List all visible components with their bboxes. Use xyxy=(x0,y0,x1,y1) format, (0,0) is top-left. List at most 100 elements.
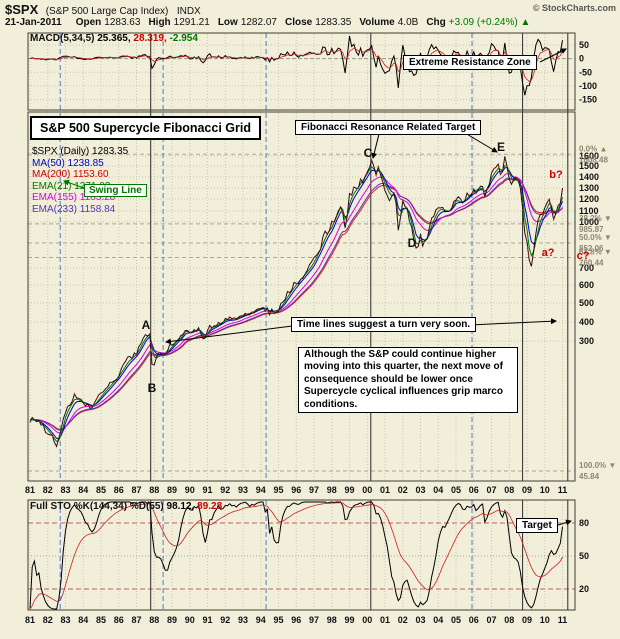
x-axis-year: 97 xyxy=(309,485,319,495)
x-axis-year: 08 xyxy=(504,615,514,625)
legend-item-1: MA(50) 1238.85 xyxy=(32,157,104,169)
x-axis-year: 03 xyxy=(415,485,425,495)
x-axis-year: 11 xyxy=(558,615,568,625)
quote-value: 1282.07 xyxy=(240,17,277,28)
y-axis-tick: 1400 xyxy=(579,172,599,182)
x-axis-year: 98 xyxy=(327,485,337,495)
legend-item-0: $SPX (Daily) 1283.35 xyxy=(32,146,129,157)
y-axis-tick: 500 xyxy=(579,298,594,308)
quote-values: Open 1283.63 High 1291.21 Low 1282.07 Close 128… xyxy=(68,17,531,28)
header-line2: 21-Jan-2011 Open 1283.63 High 1291.21 Low 1282… xyxy=(5,17,530,28)
x-axis-year: 09 xyxy=(522,485,532,495)
y-axis-tick: 1300 xyxy=(579,183,599,193)
x-axis-year: 84 xyxy=(78,485,88,495)
x-axis-year: 93 xyxy=(238,615,248,625)
macd-axis-tick: 0 xyxy=(579,54,584,64)
x-axis-year: 81 xyxy=(25,485,35,495)
x-axis-year: 07 xyxy=(486,615,496,625)
fib-pct-label: 0.0% ▲ xyxy=(579,144,607,153)
wave-letter: D xyxy=(408,236,417,250)
x-axis-year: 82 xyxy=(43,615,53,625)
x-axis-year: 04 xyxy=(433,615,443,625)
time-lines-annotation: Time lines suggest a turn very soon. xyxy=(291,317,477,332)
x-axis-year: 96 xyxy=(291,485,301,495)
legend-item-4: EMA(155) 1183.28 xyxy=(32,192,116,203)
x-axis-year: 07 xyxy=(486,485,496,495)
x-axis-year: 08 xyxy=(504,485,514,495)
y-axis-tick: 1500 xyxy=(579,161,599,171)
x-axis-year: 96 xyxy=(291,615,301,625)
quote-label: Volume xyxy=(359,17,395,28)
y-axis-tick: 1200 xyxy=(579,194,599,204)
stoch-axis-tick: 20 xyxy=(579,584,589,594)
stoch-target-annotation: Target xyxy=(516,518,558,533)
x-axis-year: 87 xyxy=(131,485,141,495)
indicator-value: 25.365, xyxy=(94,33,131,44)
header-line1: $SPX (S&P 500 Large Cap Index) INDX xyxy=(5,1,201,19)
fib-pct-label: 100.0% ▼ xyxy=(579,461,616,470)
x-axis-year: 85 xyxy=(96,485,106,495)
x-axis-year: 88 xyxy=(149,485,159,495)
x-axis-year: 89 xyxy=(167,485,177,495)
price-down-candles xyxy=(29,156,564,449)
x-axis-year: 97 xyxy=(309,615,319,625)
x-axis-year: 04 xyxy=(433,485,443,495)
legend-item-2: MA(200) 1153.60 xyxy=(32,169,109,180)
x-axis-year: 82 xyxy=(43,485,53,495)
macd-panel-border xyxy=(27,32,576,111)
quote-label: Close xyxy=(284,17,313,28)
fib-value-label: 985.87 xyxy=(579,225,604,234)
quote-value: 1283.35 xyxy=(315,17,352,28)
indicator-value: 28.319, xyxy=(130,33,167,44)
x-axis-year: 10 xyxy=(540,485,550,495)
x-axis-year: 94 xyxy=(256,615,266,625)
x-axis-year: 01 xyxy=(380,485,390,495)
ma50-line xyxy=(29,166,563,440)
ema155-line xyxy=(29,172,563,434)
fib-pct-label: 50.0% ▼ xyxy=(579,233,612,242)
macd-axis-tick: -100 xyxy=(579,81,597,91)
quote-date: 21-Jan-2011 xyxy=(5,17,62,28)
chart-title-box: S&P 500 Supercycle Fibonacci Grid xyxy=(30,116,261,140)
x-axis-year: 83 xyxy=(60,615,70,625)
stoch-panel-series xyxy=(29,501,563,610)
x-axis-year: 91 xyxy=(202,485,212,495)
x-axis-year: 02 xyxy=(398,485,408,495)
stoch-d-line xyxy=(29,502,563,610)
stoch-label-text: Full STO %K(144,34) %D(55) xyxy=(30,501,164,512)
x-axis-year: 99 xyxy=(344,615,354,625)
swing-line-label: Swing Line xyxy=(84,184,147,197)
x-axis-year: 89 xyxy=(167,615,177,625)
x-axis-year: 94 xyxy=(256,485,266,495)
quote-label: Chg xyxy=(426,17,446,28)
macd-values: 25.365, 28.319, -2.954 xyxy=(94,33,198,44)
y-axis-tick: 400 xyxy=(579,317,594,327)
x-axis-year: 99 xyxy=(344,485,354,495)
y-axis-tick: 300 xyxy=(579,336,594,346)
fib-value-label: 1608.48 xyxy=(579,155,608,164)
symbol: $SPX xyxy=(5,2,39,17)
quote-value: 4.0B xyxy=(397,17,419,28)
copyright: © StockCharts.com xyxy=(532,3,616,13)
x-axis-year: 10 xyxy=(540,615,550,625)
x-axis-year: 00 xyxy=(362,615,372,625)
x-axis-year: 84 xyxy=(78,615,88,625)
quote-value: 1291.21 xyxy=(173,17,210,28)
stoch-axis-tick: 80 xyxy=(579,518,589,528)
quote-label: High xyxy=(148,17,171,28)
x-axis-year: 05 xyxy=(451,485,461,495)
fib-target-annotation: Fibonacci Resonance Related Target xyxy=(295,120,482,135)
x-axis-year: 09 xyxy=(522,615,532,625)
x-axis-year: 92 xyxy=(220,615,230,625)
x-axis-year: 90 xyxy=(185,485,195,495)
ma200-line xyxy=(29,178,563,430)
main-legend: $SPX (Daily) 1283.35 MA(50) 1238.85 MA(200… xyxy=(32,146,128,215)
wave-letter: b? xyxy=(549,169,563,181)
x-axis-year: 00 xyxy=(362,485,372,495)
x-axis-year: 06 xyxy=(469,615,479,625)
wave-letter: A xyxy=(142,318,151,332)
fib-value-label: 852.06 xyxy=(579,244,604,253)
ema233-line xyxy=(29,177,563,431)
